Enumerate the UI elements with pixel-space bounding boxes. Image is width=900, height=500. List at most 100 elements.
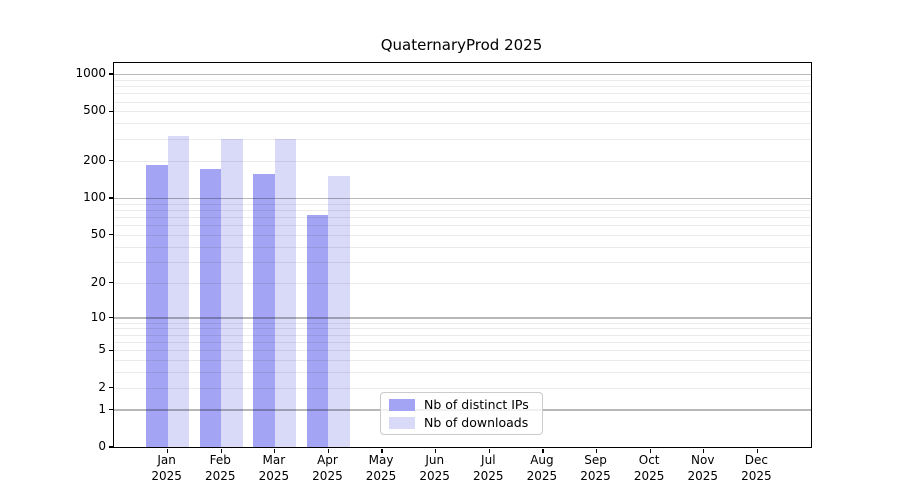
gridline-minor [114,372,811,374]
x-tick [595,448,598,453]
x-tick-year: 2025 [741,469,772,483]
x-tick-year: 2025 [258,469,290,483]
x-tick-year: 2025 [151,469,182,483]
x-tick [542,448,544,453]
gridline-minor [114,282,811,284]
gridline-minor [114,101,811,103]
y-tick [108,282,113,284]
y-tick [108,387,113,389]
gridline-minor [114,93,811,95]
x-tick-label: Oct 2025 [617,452,681,484]
x-tick-month: Jul [481,453,496,467]
y-axis-labels: 0 1 2 5 10 20 50 100 200 500 1000 [0,62,106,453]
x-tick-label: Mar 2025 [242,452,306,484]
x-tick-label: Feb 2025 [188,452,252,484]
x-tick-label: Jul 2025 [456,452,520,484]
bar-downloads [274,138,297,447]
gridline-minor [114,322,811,324]
gridline-minor [114,203,811,205]
gridline-minor [114,328,811,330]
x-tick-month: Dec [744,453,768,467]
y-tick [108,349,113,351]
y-tick [108,197,113,199]
gridline-major [114,317,811,319]
y-tick [108,110,113,113]
y-tick-label: 10 [90,309,106,324]
gridline-minor [114,123,811,125]
bar-downloads [328,176,350,447]
x-tick-month: Jan [157,453,176,467]
x-tick [381,448,383,453]
x-tick-label: Sep 2025 [564,452,628,484]
x-tick-month: May [368,453,394,467]
bar-distinct-ips [306,215,329,447]
plot-area [108,62,812,453]
gridline-minor [114,216,811,218]
x-tick-label: Jun 2025 [403,452,467,484]
bar-downloads [221,139,243,447]
y-tick-label: 1 [98,401,106,416]
y-tick-label: 500 [83,103,106,118]
y-tick-label: 100 [83,189,106,204]
x-tick [756,448,759,453]
x-tick-label: Jan 2025 [135,452,199,484]
gridline-minor [114,160,811,162]
gridline-minor [114,86,811,88]
legend-swatch-downloads [389,416,415,429]
x-tick-month: Mar [262,453,286,467]
gridline-minor [114,246,811,248]
legend: Nb of distinct IPs Nb of downloads [380,392,543,435]
gridline-minor [114,225,811,227]
x-tick-year: 2025 [419,469,450,483]
y-tick-label: 200 [83,152,106,167]
x-tick-label: Nov 2025 [671,452,735,484]
gridline-minor [114,334,811,336]
y-tick [108,160,113,162]
x-tick-label: Apr 2025 [295,452,359,484]
y-tick [108,446,113,448]
legend-label-downloads: Nb of downloads [424,415,529,430]
x-tick-label: May 2025 [349,452,413,484]
gridline-major [114,73,811,76]
x-axis-labels: Jan 2025 Feb 2025 Mar 2025 Apr 2025 May 2025 Jun 20… [113,452,810,492]
x-tick [220,448,222,453]
bar-distinct-ips [199,169,222,447]
x-tick [327,448,330,453]
y-tick-label: 5 [98,342,106,357]
legend-item-downloads: Nb of downloads [389,415,534,430]
legend-label-distinct-ips: Nb of distinct IPs [424,397,529,412]
x-tick-label: Aug 2025 [510,452,574,484]
bar-distinct-ips [146,164,168,447]
gridline-minor [114,79,811,81]
x-tick-year: 2025 [204,469,236,483]
y-tick-label: 1000 [75,66,106,81]
x-tick-month: Sep [584,453,607,467]
x-tick-label: Dec 2025 [724,452,788,484]
x-tick [649,448,651,453]
gridline-minor [114,360,811,362]
x-tick-month: Oct [638,453,660,467]
x-tick [435,448,437,453]
x-tick-month: Jun [425,453,445,467]
x-tick-year: 2025 [312,469,343,483]
y-tick-label: 0 [98,439,106,453]
bars-layer [114,63,811,447]
x-tick [703,448,705,453]
gridline-minor [114,350,811,352]
gridline-minor [114,111,811,113]
x-tick [488,448,490,453]
gridline-minor [114,234,811,236]
gridline-minor [114,261,811,263]
gridline-minor [114,209,811,211]
y-tick-label: 50 [90,226,106,241]
y-tick-label: 2 [98,379,106,394]
gridline-minor [114,387,811,389]
legend-item-distinct-ips: Nb of distinct IPs [389,397,534,412]
bar-distinct-ips [253,174,275,447]
x-tick-year: 2025 [365,469,397,483]
y-tick [108,408,113,411]
ticks-layer [108,63,811,453]
y-tick [108,234,113,236]
y-tick-label: 20 [90,274,106,289]
